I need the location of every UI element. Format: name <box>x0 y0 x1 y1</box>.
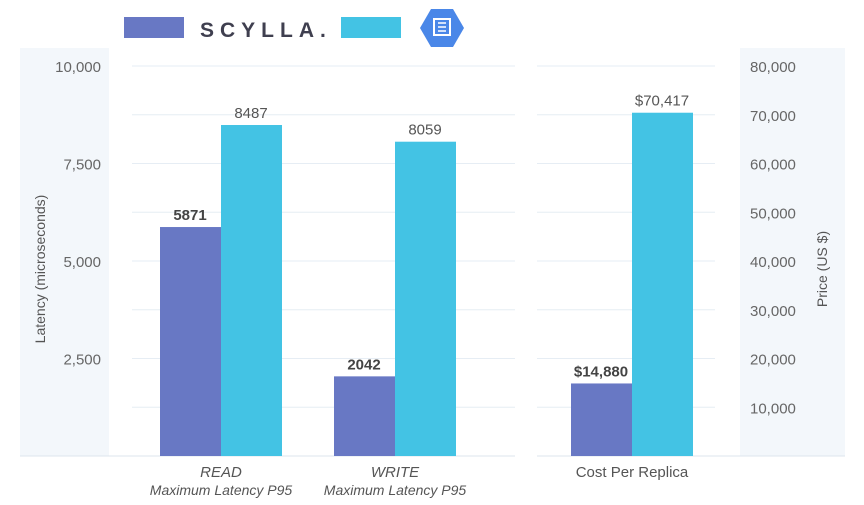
y-tick-label: 70,000 <box>750 108 796 125</box>
y-tick-label: 80,000 <box>750 59 796 76</box>
bar <box>571 383 632 456</box>
y-tick-label: 30,000 <box>750 303 796 320</box>
y-tick-label: 50,000 <box>750 205 796 222</box>
data-label: 8487 <box>234 105 267 122</box>
axis-band <box>740 48 845 456</box>
y-tick-label: 60,000 <box>750 157 796 174</box>
y-axis-label: Price (US $) <box>814 231 830 307</box>
y-tick-label: 7,500 <box>63 157 101 174</box>
y-tick-label: 5,000 <box>63 254 101 271</box>
data-label: $70,417 <box>635 93 689 110</box>
bar <box>160 227 221 456</box>
legend-swatch-bigtable <box>341 17 401 38</box>
bar <box>395 141 456 456</box>
bar <box>334 376 395 456</box>
category-label: Cost Per Replica <box>576 464 689 481</box>
bar <box>632 112 693 456</box>
axis-band <box>20 48 109 456</box>
category-sublabel: Maximum Latency P95 <box>324 482 467 498</box>
google-cloud-bigtable-hexagon-icon <box>420 9 464 47</box>
data-label: 2042 <box>347 356 380 373</box>
category-label: WRITE <box>371 464 420 481</box>
y-tick-label: 40,000 <box>750 254 796 271</box>
y-tick-label: 10,000 <box>750 400 796 417</box>
bar <box>221 125 282 456</box>
y-tick-label: 2,500 <box>63 352 101 369</box>
y-tick-label: 10,000 <box>55 59 101 76</box>
category-sublabel: Maximum Latency P95 <box>150 482 293 498</box>
y-axis-label: Latency (microseconds) <box>32 195 48 344</box>
data-label: $14,880 <box>574 363 628 380</box>
category-label: READ <box>200 464 242 481</box>
legend-swatch-scylla <box>124 17 184 38</box>
legend-label-scylla: SCYLLA. <box>200 19 332 42</box>
y-tick-label: 20,000 <box>750 352 796 369</box>
legend: SCYLLA. <box>124 9 464 47</box>
data-label: 8059 <box>408 122 441 139</box>
data-label: 5871 <box>173 207 206 224</box>
